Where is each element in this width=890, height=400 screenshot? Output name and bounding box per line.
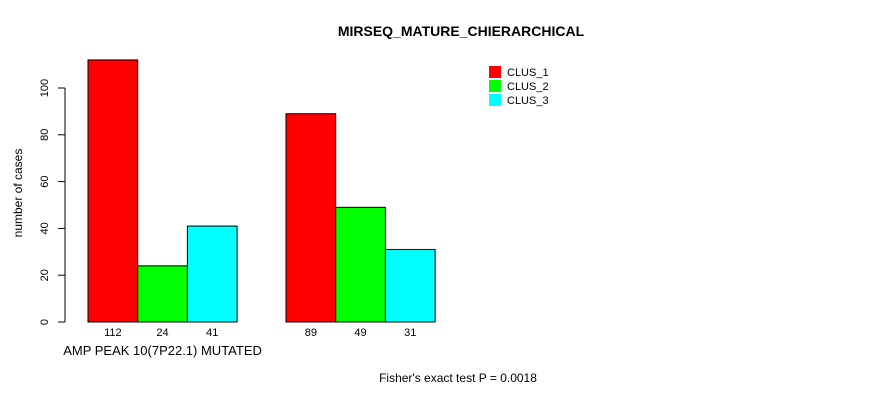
bar-value-label: 112 (104, 327, 122, 339)
y-tick-label: 20 (39, 269, 51, 281)
y-tick-label: 80 (39, 129, 51, 141)
legend: CLUS_1 CLUS_2 CLUS_3 (489, 66, 549, 107)
bar-value-label: 31 (404, 327, 416, 339)
bar-clus_1-group1 (87, 59, 139, 323)
y-axis-label: number of cases (11, 149, 25, 238)
bars: 112 24 41 89 49 31 (87, 59, 436, 339)
y-tick-label: 100 (39, 79, 51, 97)
bar-value-label: 24 (156, 327, 168, 339)
legend-label-clus1: CLUS_1 (507, 67, 549, 79)
bar-value-label: 89 (305, 327, 317, 339)
footer-annotation: Fisher's exact test P = 0.0018 (379, 371, 537, 385)
chart-title: MIRSEQ_MATURE_CHIERARCHICAL (338, 23, 585, 39)
legend-swatch-clus1 (489, 66, 501, 78)
legend-label-clus3: CLUS_3 (507, 95, 549, 107)
bar-clus_2-group2 (335, 206, 386, 323)
category-labels: AMP PEAK 10(7P22.1) MUTATED (63, 343, 262, 358)
y-tick-label: 60 (39, 175, 51, 187)
legend-swatch-clus3 (489, 94, 501, 106)
legend-swatch-clus2 (489, 80, 501, 92)
bar-clus_2-group1 (137, 265, 188, 323)
legend-label-clus2: CLUS_2 (507, 81, 549, 93)
bar-value-label: 49 (354, 327, 366, 339)
bar-clus_3-group1 (186, 225, 238, 323)
bar-value-label: 41 (206, 327, 218, 339)
y-axis: 0 20 40 60 80 100 (39, 79, 66, 325)
bar-clus_3-group2 (384, 248, 436, 323)
y-tick-label: 40 (39, 222, 51, 234)
y-tick-label: 0 (39, 319, 51, 325)
bar-clus_1-group2 (285, 113, 337, 323)
category-label-group1: AMP PEAK 10(7P22.1) MUTATED (63, 343, 262, 358)
